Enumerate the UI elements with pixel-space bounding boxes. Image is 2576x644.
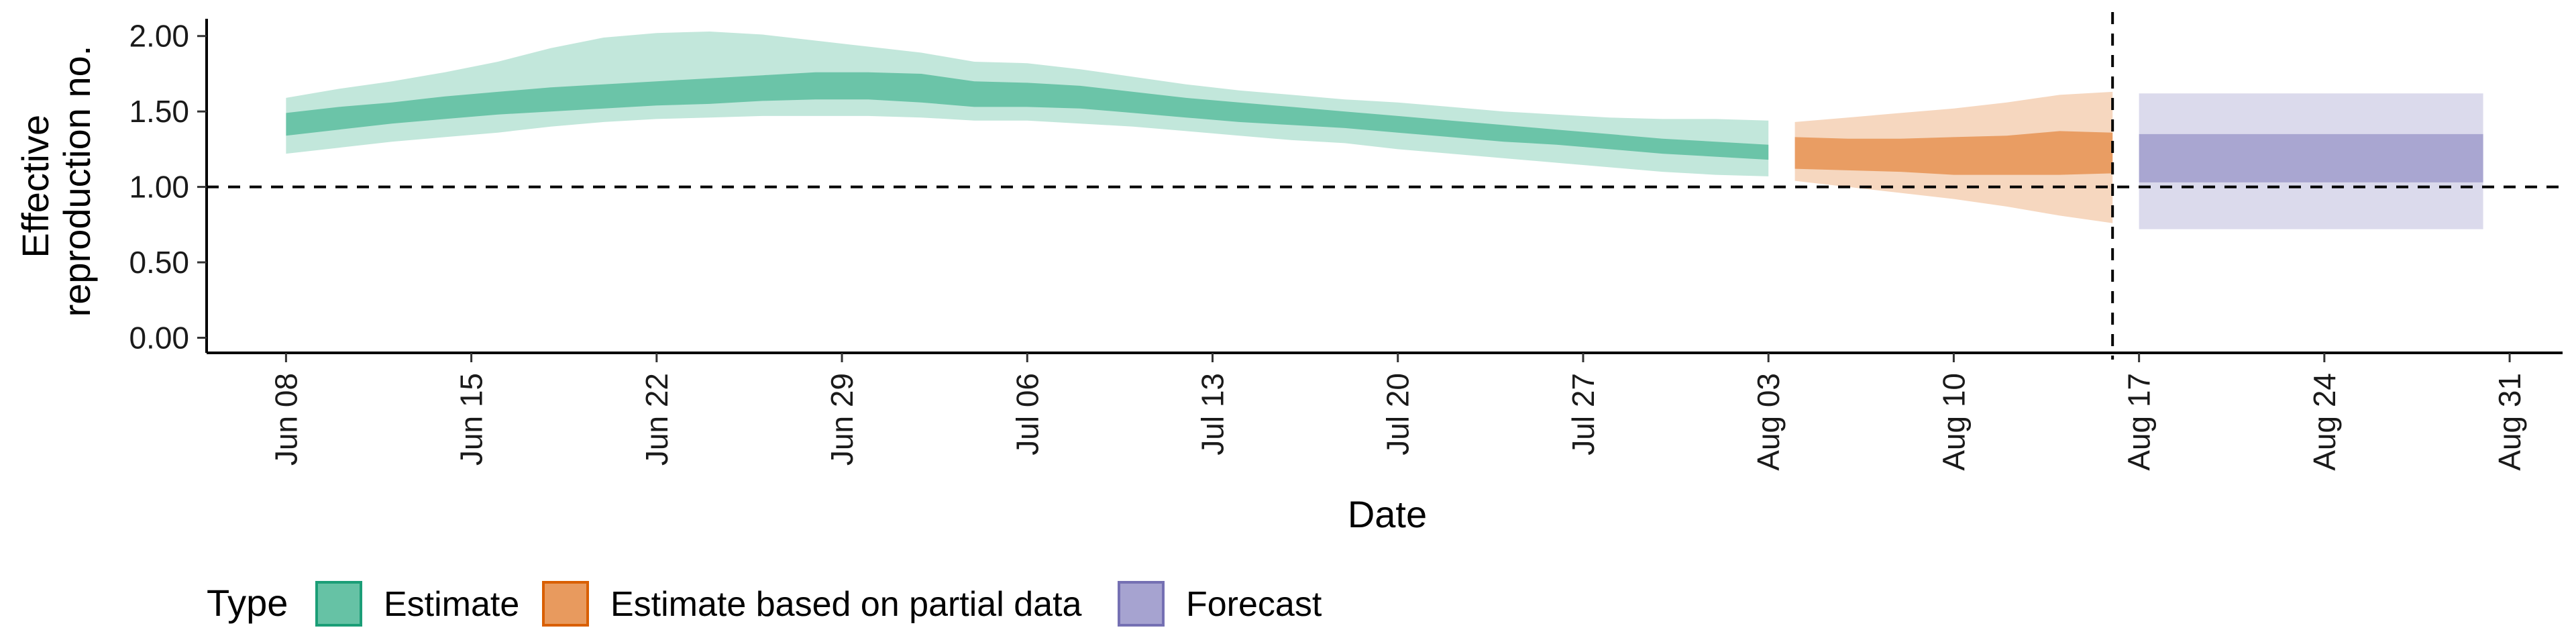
x-tick-label: Jul 13 xyxy=(1195,373,1230,455)
legend-item-estimate: Estimate xyxy=(315,581,519,627)
y-axis-title-line-2: reproduction no. xyxy=(56,46,98,317)
x-tick-label: Jun 29 xyxy=(824,373,859,466)
x-tick-label: Jun 08 xyxy=(268,373,303,466)
y-tick-label: 1.50 xyxy=(129,94,189,129)
y-axis-title: Effective reproduction no. xyxy=(14,46,98,317)
x-tick-label: Aug 31 xyxy=(2492,373,2527,471)
y-axis-title-line-1: Effective xyxy=(14,115,56,258)
x-tick-label: Jun 15 xyxy=(454,373,489,466)
legend-label-forecast: Forecast xyxy=(1186,585,1322,624)
plot-area xyxy=(286,32,2483,229)
x-tick-label: Aug 17 xyxy=(2122,373,2157,471)
x-tick-label: Jun 22 xyxy=(639,373,674,466)
reference-lines xyxy=(207,12,2563,360)
y-tick-label: 0.00 xyxy=(129,321,189,356)
x-axis: Jun 08 Jun 15 Jun 22 Jun 29 Jul 06 Jul 13 Jul … xyxy=(207,352,2563,471)
x-tick-label: Aug 24 xyxy=(2307,373,2342,471)
y-tick-label: 1.00 xyxy=(129,170,189,205)
legend-label-partial-estimate: Estimate based on partial data xyxy=(610,585,1082,624)
median-band-estimate-based-on-partial-data xyxy=(1794,131,2113,175)
x-axis-title: Date xyxy=(1348,493,1427,535)
x-tick-label: Aug 03 xyxy=(1751,373,1786,471)
legend-key-partial-estimate xyxy=(542,581,589,627)
median-band-estimate xyxy=(286,72,1769,160)
legend-item-partial-estimate: Estimate based on partial data xyxy=(542,581,1082,627)
y-axis: 0.00 0.50 1.00 1.50 2.00 xyxy=(129,19,208,356)
y-tick-label: 0.50 xyxy=(129,245,189,280)
legend-label-estimate: Estimate xyxy=(384,585,519,624)
x-tick-label: Jul 27 xyxy=(1566,373,1601,455)
x-tick-label: Jul 20 xyxy=(1381,373,1415,455)
legend-title: Type xyxy=(207,582,288,624)
median-band-forecast xyxy=(2139,133,2483,182)
legend: Type Estimate Estimate based on partial … xyxy=(207,581,1322,627)
legend-key-estimate xyxy=(315,581,362,627)
x-tick-label: Aug 10 xyxy=(1936,373,1971,471)
legend-item-forecast: Forecast xyxy=(1118,581,1322,627)
y-tick-label: 2.00 xyxy=(129,19,189,54)
legend-key-forecast xyxy=(1118,581,1165,627)
x-tick-label: Jul 06 xyxy=(1010,373,1044,455)
